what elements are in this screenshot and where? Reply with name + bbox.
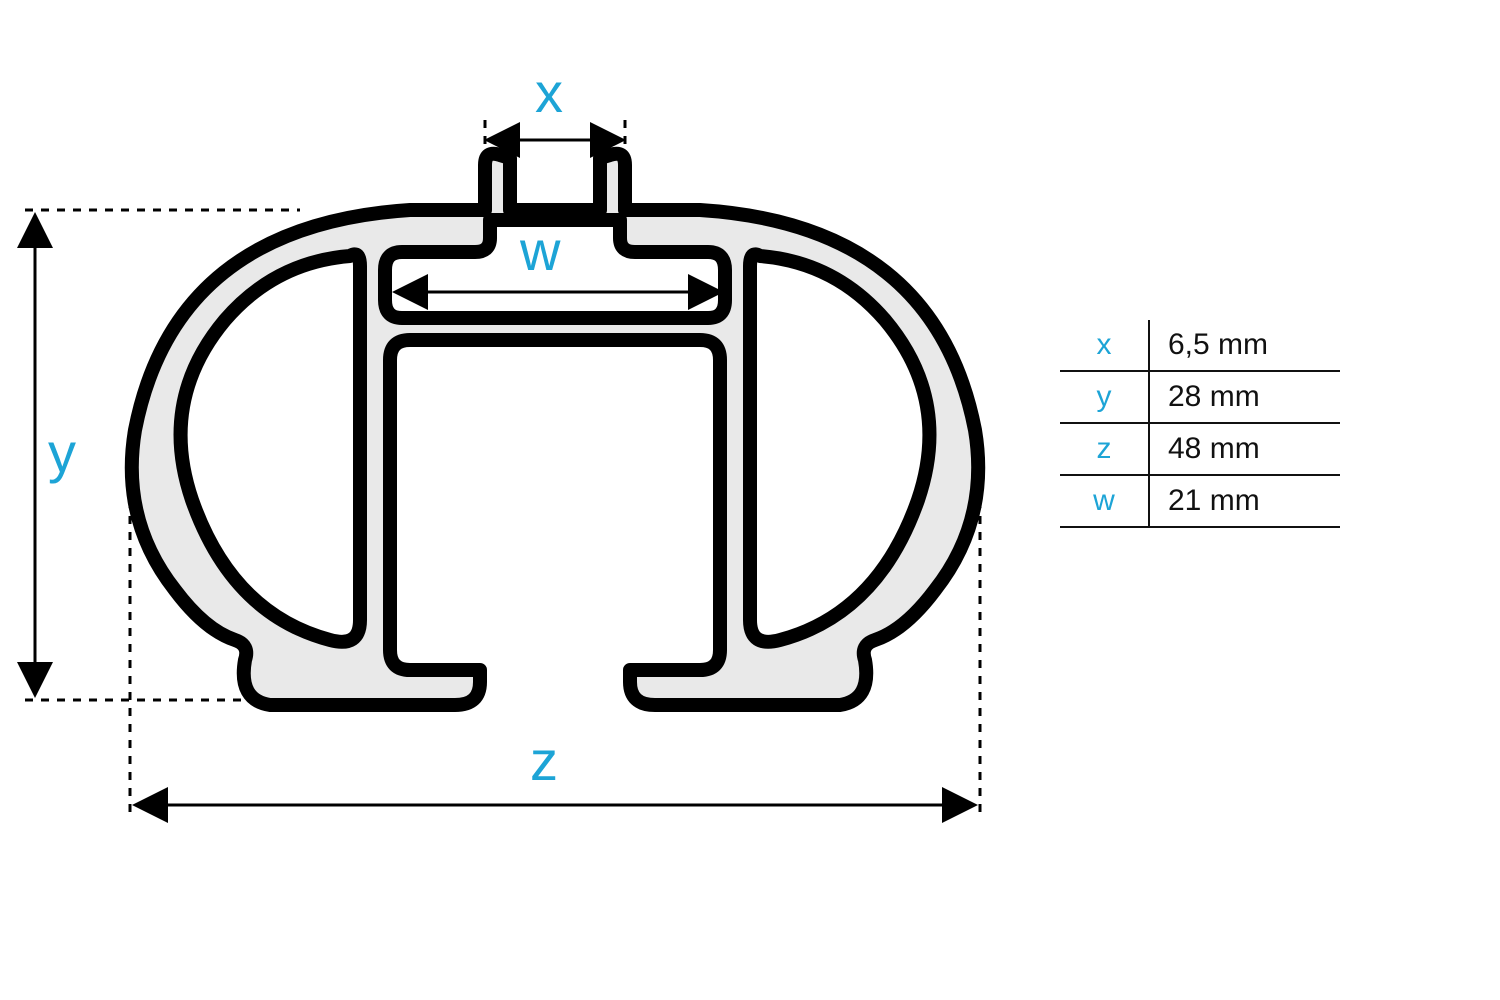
table-row: y 28 mm xyxy=(1060,371,1340,423)
label-z: z xyxy=(530,728,558,793)
dim-value: 28 mm xyxy=(1149,371,1340,423)
dim-symbol: w xyxy=(1060,475,1149,527)
dim-symbol: y xyxy=(1060,371,1149,423)
dim-symbol: z xyxy=(1060,423,1149,475)
table-row: w 21 mm xyxy=(1060,475,1340,527)
dimensions-table: x 6,5 mm y 28 mm z 48 mm w 21 mm xyxy=(1060,320,1340,528)
label-y: y xyxy=(48,420,76,485)
dim-value: 21 mm xyxy=(1149,475,1340,527)
dim-value: 48 mm xyxy=(1149,423,1340,475)
dim-symbol: x xyxy=(1060,320,1149,371)
label-x: x xyxy=(535,60,563,125)
diagram-stage: x w y z x 6,5 mm y 28 mm z 48 mm w 21 mm xyxy=(0,0,1500,1000)
table-row: z 48 mm xyxy=(1060,423,1340,475)
label-w: w xyxy=(520,218,560,283)
table-row: x 6,5 mm xyxy=(1060,320,1340,371)
dim-value: 6,5 mm xyxy=(1149,320,1340,371)
